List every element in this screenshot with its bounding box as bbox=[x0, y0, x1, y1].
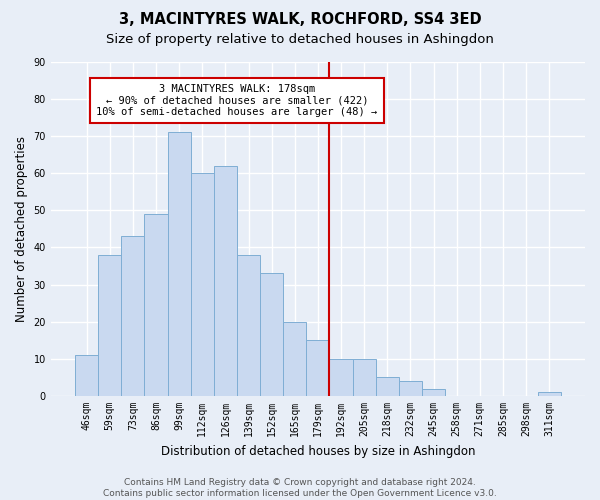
Bar bbox=[167, 132, 191, 396]
Text: Contains HM Land Registry data © Crown copyright and database right 2024.
Contai: Contains HM Land Registry data © Crown c… bbox=[103, 478, 497, 498]
X-axis label: Distribution of detached houses by size in Ashingdon: Distribution of detached houses by size … bbox=[161, 444, 475, 458]
Bar bbox=[538, 392, 561, 396]
Text: Size of property relative to detached houses in Ashingdon: Size of property relative to detached ho… bbox=[106, 32, 494, 46]
Bar bbox=[214, 166, 237, 396]
Bar bbox=[121, 236, 145, 396]
Bar bbox=[399, 381, 422, 396]
Bar bbox=[98, 255, 121, 396]
Bar bbox=[283, 322, 307, 396]
Bar bbox=[260, 274, 283, 396]
Text: 3, MACINTYRES WALK, ROCHFORD, SS4 3ED: 3, MACINTYRES WALK, ROCHFORD, SS4 3ED bbox=[119, 12, 481, 28]
Bar bbox=[191, 173, 214, 396]
Bar bbox=[237, 255, 260, 396]
Bar bbox=[353, 359, 376, 396]
Bar bbox=[422, 388, 445, 396]
Bar bbox=[376, 378, 399, 396]
Bar bbox=[145, 214, 167, 396]
Y-axis label: Number of detached properties: Number of detached properties bbox=[15, 136, 28, 322]
Bar bbox=[329, 359, 353, 396]
Bar bbox=[307, 340, 329, 396]
Bar bbox=[75, 355, 98, 396]
Text: 3 MACINTYRES WALK: 178sqm
← 90% of detached houses are smaller (422)
10% of semi: 3 MACINTYRES WALK: 178sqm ← 90% of detac… bbox=[97, 84, 377, 117]
